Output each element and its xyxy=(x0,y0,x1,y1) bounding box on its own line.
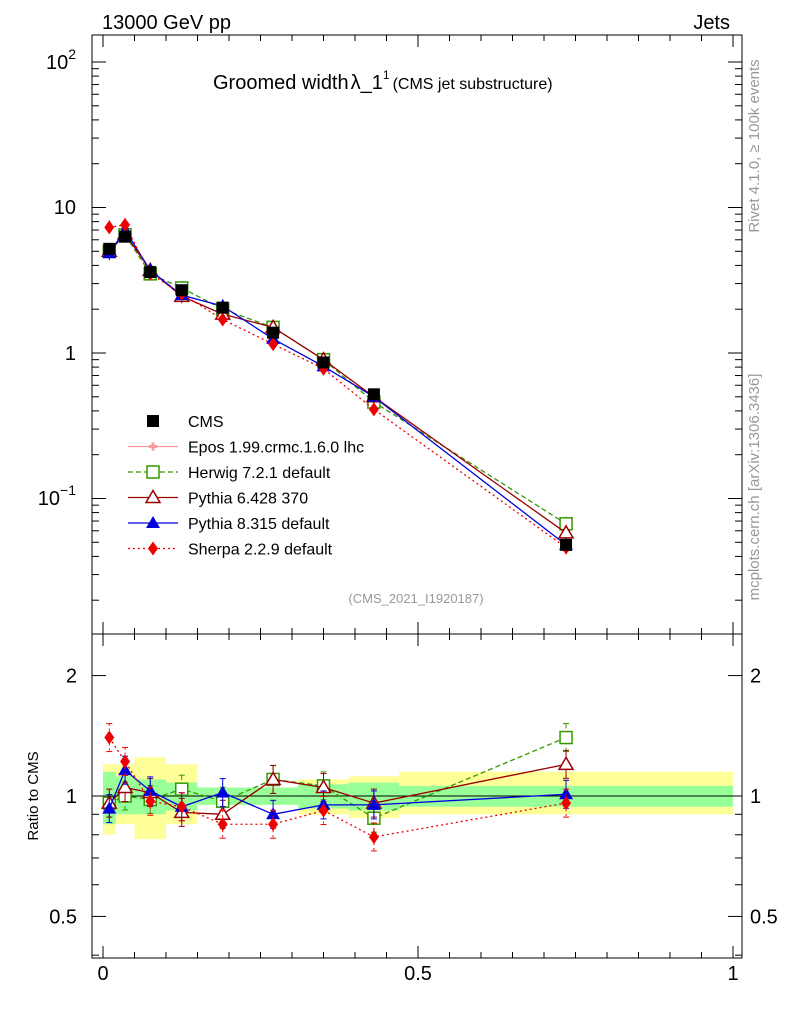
y-tick-label-100: 102 xyxy=(46,46,76,74)
main-panel xyxy=(91,34,743,635)
pythia-8-315-default-ratio-point xyxy=(559,787,574,800)
legend-epos-1-99-crmc-1-6-0-lhc-label: Epos 1.99.crmc.1.6.0 lhc xyxy=(188,440,364,457)
pythia-8-315-default-ratio-point xyxy=(143,783,158,796)
title-sub: (CMS jet substructure) xyxy=(393,76,553,93)
legend-sherpa-2-2-9-default-marker xyxy=(148,541,158,556)
title-sup: 1 xyxy=(383,68,390,82)
sherpa-2-2-9-default-point xyxy=(268,337,279,352)
pythia-6-428-370-line xyxy=(108,232,567,534)
cms-point xyxy=(103,242,116,255)
sherpa-2-2-9-default-point xyxy=(217,312,228,327)
y-tick-exp-100: 2 xyxy=(68,46,76,62)
pythia-8-315-default-ratio-point xyxy=(102,801,117,814)
legend-herwig-7-2-1-default-marker xyxy=(146,465,160,479)
ratio-y-tick-label-right: 1 xyxy=(750,786,761,808)
rivet-label: Rivet 4.1.0, ≥ 100k events xyxy=(746,59,763,232)
legend: CMS Epos 1.99.crmc.1.6.0 lhc Herwig 7.2.1 … xyxy=(128,414,364,559)
pythia-8-315-default-ratio-point xyxy=(366,797,381,810)
main-y-tick-labels: 10−1 1 10 102 xyxy=(38,46,76,510)
sherpa-2-2-9-default-point xyxy=(368,402,379,417)
ratio-ylabel: Ratio to CMS xyxy=(25,751,42,840)
cms-point xyxy=(144,266,157,279)
header-left: 13000 GeV pp xyxy=(102,12,231,34)
header-right: Jets xyxy=(693,12,730,34)
cms-point xyxy=(367,388,380,401)
cms-point xyxy=(560,538,573,551)
sherpa-2-2-9-default-point xyxy=(120,217,131,232)
herwig-7-2-1-default-ratio-point xyxy=(559,730,573,745)
herwig-7-2-1-default-line xyxy=(108,233,567,525)
cms-point xyxy=(119,230,132,243)
legend-sherpa-2-2-9-default-label: Sherpa 2.2.9 default xyxy=(188,542,333,559)
ratio-y-tick-label: 0.5 xyxy=(49,906,77,928)
cms-point xyxy=(216,301,229,314)
sherpa-2-2-9-default-ratio-point xyxy=(318,803,329,818)
herwig-7-2-1-default-ratio-line xyxy=(109,736,567,819)
sherpa-2-2-9-default-ratio-point xyxy=(368,829,379,844)
title-main: Groomed width xyxy=(213,72,349,94)
sherpa-2-2-9-default-ratio-point xyxy=(176,799,187,814)
y-tick-exp-0.1: −1 xyxy=(60,482,76,498)
cms-point xyxy=(175,284,188,297)
ratio-y-tick-label-right: 2 xyxy=(750,666,761,688)
x-tick-label: 0.5 xyxy=(404,963,432,985)
mcplots-label: mcplots.cern.ch [arXiv:1306.3436] xyxy=(746,374,763,601)
sherpa-2-2-9-default-point xyxy=(104,220,115,235)
sherpa-2-2-9-default-ratio-point xyxy=(268,817,279,832)
x-tick-label: 0 xyxy=(97,963,108,985)
legend-pythia-6-428-370-label: Pythia 6.428 370 xyxy=(188,491,308,508)
legend-epos-1-99-crmc-1-6-0-lhc-marker xyxy=(149,442,157,451)
pythia-6-428-370-ratio-point xyxy=(264,770,282,786)
y-tick-label-1: 1 xyxy=(65,343,76,365)
title-symbol: λ_1 xyxy=(351,72,383,94)
pythia-8-315-default-ratio-point xyxy=(266,807,281,820)
pythia-6-428-370-ratio-point xyxy=(557,755,575,771)
sherpa-2-2-9-default-ratio-point xyxy=(120,754,131,769)
legend-pythia-8-315-default-label: Pythia 8.315 default xyxy=(188,516,330,533)
legend-pythia-6-428-370-marker xyxy=(144,489,162,504)
cms-point xyxy=(267,326,280,339)
sherpa-2-2-9-default-ratio-point xyxy=(217,817,228,832)
chart-title: Groomed width λ_11(CMS jet substructure) xyxy=(213,68,553,94)
y-tick-label-10: 10 xyxy=(54,197,76,219)
pythia-8-315-default-ratio-point xyxy=(215,785,230,798)
ratio-y-tick-label-right: 0.5 xyxy=(750,906,778,928)
x-tick-label: 1 xyxy=(727,963,738,985)
ratio-y-tick-label: 1 xyxy=(66,786,77,808)
legend-cms-marker xyxy=(147,415,159,427)
legend-pythia-8-315-default-marker xyxy=(146,516,160,528)
pythia-6-428-370-ratio-point xyxy=(116,779,134,794)
cms-point xyxy=(317,356,330,369)
ratio-y-tick-label: 2 xyxy=(66,666,77,688)
legend-cms-label: CMS xyxy=(188,414,224,431)
sherpa-2-2-9-default-ratio-point xyxy=(145,794,156,809)
y-tick-label-0.1: 10−1 xyxy=(38,482,76,510)
legend-herwig-7-2-1-default-label: Herwig 7.2.1 default xyxy=(188,465,331,482)
ratio-panel: 0 0.5 1 0.5 0.5 1 1 2 2 xyxy=(49,633,778,985)
sherpa-2-2-9-default-ratio-point xyxy=(104,730,115,745)
sherpa-2-2-9-default-ratio-point xyxy=(561,796,572,811)
sherpa-2-2-9-default-line xyxy=(109,224,567,549)
watermark: (CMS_2021_I1920187) xyxy=(348,591,483,606)
